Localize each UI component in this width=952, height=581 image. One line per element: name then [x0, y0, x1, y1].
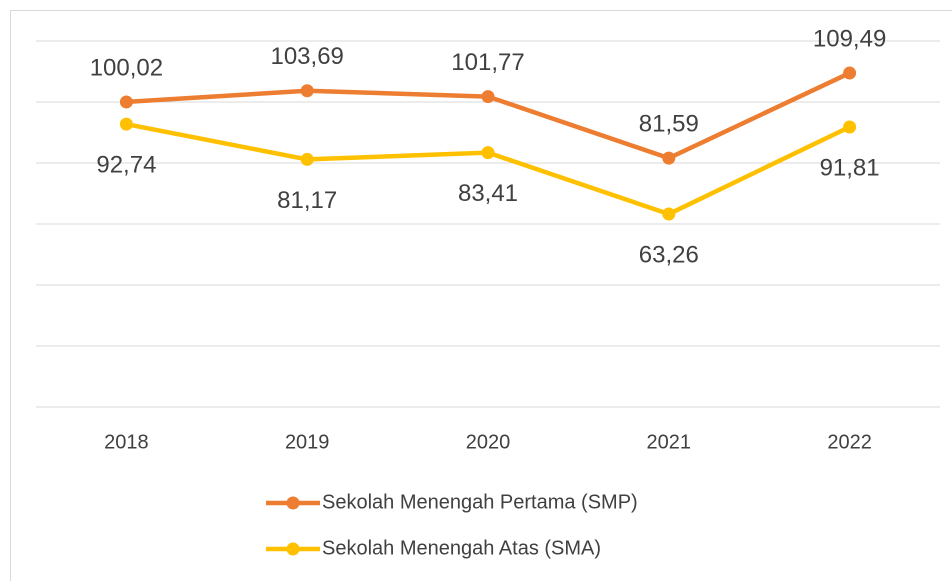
chart-border: [10, 10, 952, 581]
legend-marker: [286, 496, 300, 510]
x-tick-label: 2022: [827, 431, 872, 453]
point: [662, 151, 676, 165]
data-label: 91,81: [820, 154, 880, 181]
data-label: 109,49: [813, 25, 886, 52]
point: [300, 152, 314, 166]
data-label: 101,77: [451, 49, 524, 76]
legend-marker: [286, 542, 300, 556]
point: [119, 117, 133, 131]
point: [481, 90, 495, 104]
data-label: 83,41: [458, 180, 518, 207]
data-label: 63,26: [639, 241, 699, 268]
point: [843, 120, 857, 134]
point: [300, 84, 314, 98]
point: [843, 66, 857, 80]
x-tick-label: 2019: [285, 431, 330, 453]
data-label: 100,02: [90, 54, 163, 81]
point: [119, 95, 133, 109]
legend-label: Sekolah Menengah Atas (SMA): [322, 537, 601, 559]
data-label: 81,17: [277, 187, 337, 214]
x-tick-label: 2018: [104, 431, 149, 453]
legend-label: Sekolah Menengah Pertama (SMP): [322, 491, 638, 513]
x-tick-label: 2021: [647, 431, 692, 453]
data-label: 103,69: [270, 43, 343, 70]
point: [481, 146, 495, 160]
data-label: 92,74: [96, 151, 156, 178]
data-label: 81,59: [639, 110, 699, 137]
x-tick-label: 2020: [466, 431, 511, 453]
point: [662, 207, 676, 221]
